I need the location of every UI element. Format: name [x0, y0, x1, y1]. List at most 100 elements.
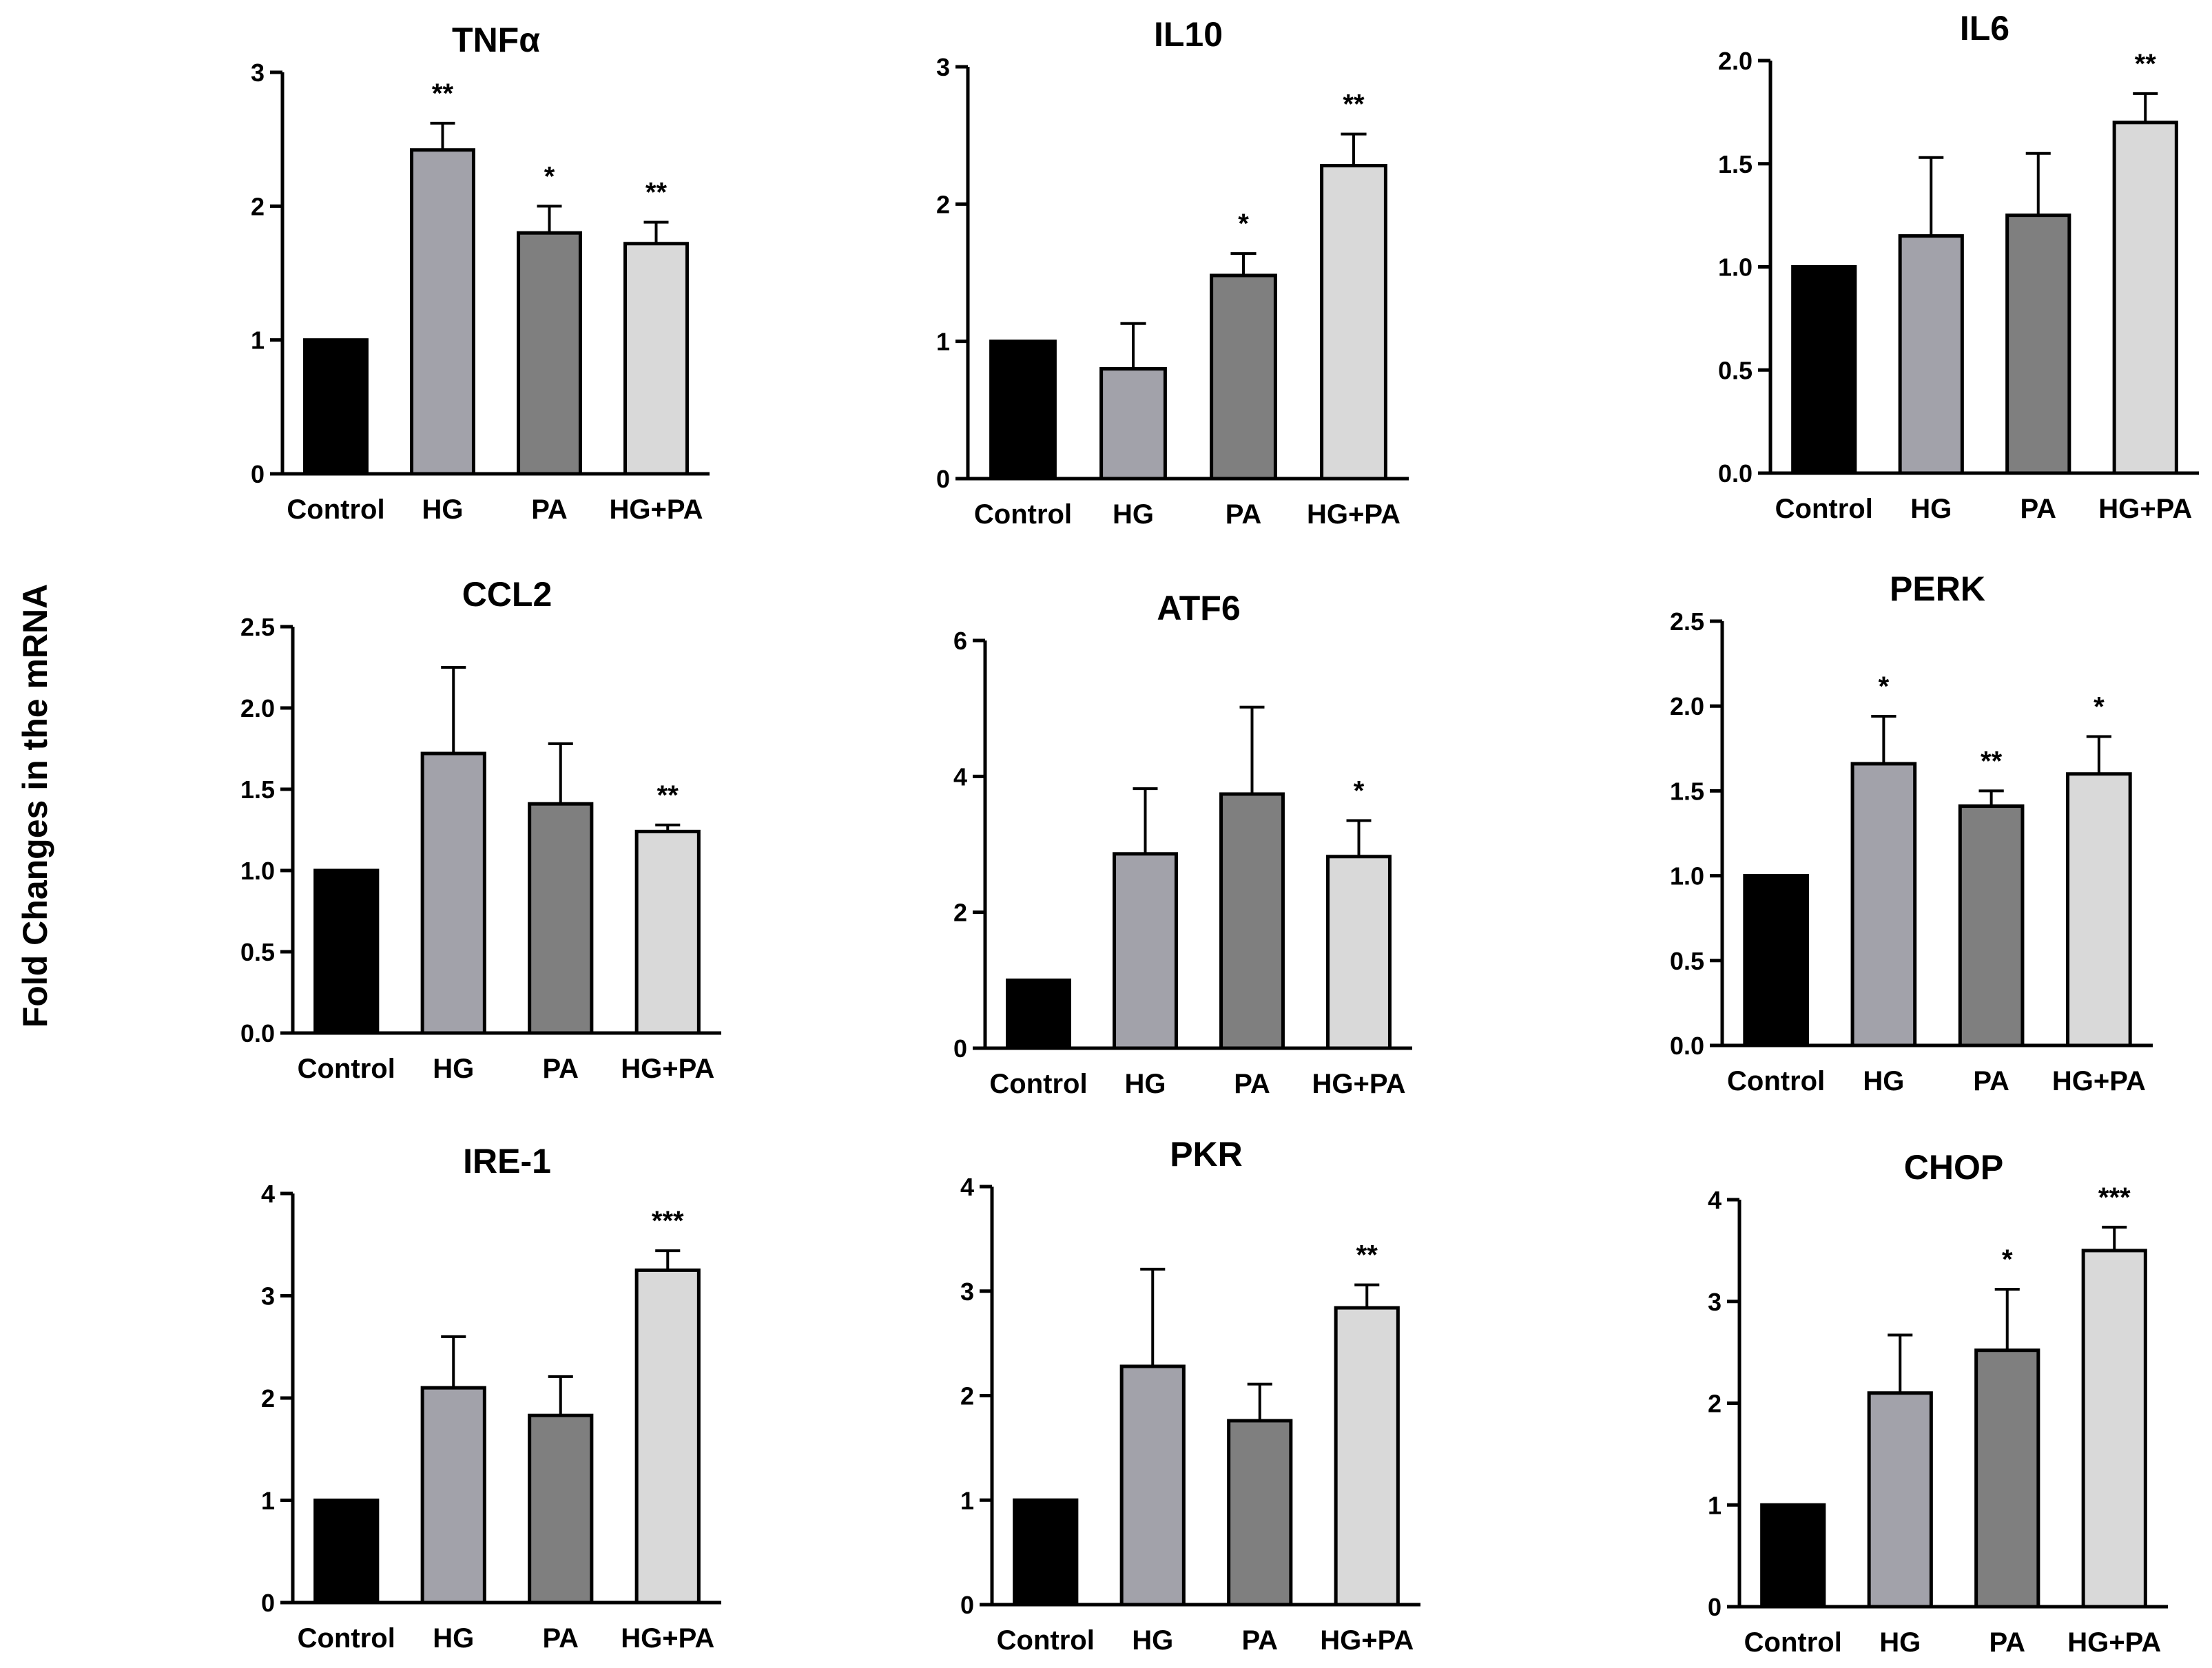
y-tick-label: 2 [261, 1384, 275, 1412]
category-label: HG [1125, 1069, 1166, 1099]
category-label: Control [298, 1623, 395, 1654]
bar-hg [1119, 1364, 1186, 1607]
y-tick-label: 0 [251, 460, 265, 488]
category-label: Control [287, 494, 384, 525]
chart-title: IL10 [1154, 15, 1223, 54]
significance-label: ** [1343, 90, 1365, 120]
y-tick-label: 1.0 [1670, 862, 1704, 890]
category-label: Control [997, 1625, 1095, 1656]
y-tick-label: 2.0 [1718, 47, 1753, 75]
y-tick-label: 1.0 [1718, 253, 1753, 282]
bar-pa [528, 802, 594, 1035]
category-label: PA [2020, 494, 2056, 524]
bar-hg [420, 1386, 486, 1605]
y-tick-label: 1 [261, 1487, 275, 1515]
category-label: HG [422, 494, 464, 525]
bar-hg-pa [623, 242, 689, 476]
y-tick-label: 2 [936, 190, 950, 218]
y-tick-label: 0 [960, 1591, 974, 1619]
bar-pa [1958, 804, 2025, 1047]
bar-hg-pa [1326, 855, 1392, 1050]
category-label: HG [433, 1054, 474, 1084]
y-tick-label: 0.0 [1718, 459, 1753, 488]
chart-panels: TNFα0123Control**HG*PA**HG+PAIL100123Con… [240, 9, 2199, 1658]
y-tick-label: 0 [1708, 1593, 1722, 1621]
category-label: PA [1989, 1627, 2025, 1658]
bar-pa [1227, 1419, 1293, 1607]
chart-title: CHOP [1904, 1148, 2003, 1187]
bar-hg [1099, 367, 1167, 481]
y-tick-label: 2 [251, 192, 265, 220]
category-label: HG [1863, 1066, 1904, 1096]
chart-ire-1: IRE-1 0 1 2 3 4 Control HG PA *** HG+PA [261, 1142, 721, 1654]
category-label: Control [1744, 1627, 1842, 1658]
y-tick-label: 1.5 [1718, 150, 1753, 178]
chart-pkr: PKR 0 1 2 3 4 Control HG PA ** HG+PA [960, 1135, 1420, 1656]
bar-hg [420, 751, 486, 1035]
y-tick-label: 2.0 [1670, 692, 1704, 720]
bar-hg-pa [634, 1268, 701, 1605]
significance-label: ** [2135, 49, 2157, 79]
category-label: PA [1234, 1069, 1270, 1099]
significance-label: ** [657, 780, 679, 811]
y-tick-label: 4 [261, 1180, 275, 1208]
category-label: PA [542, 1623, 579, 1654]
y-tick-label: 0.0 [1670, 1032, 1704, 1060]
category-label: HG+PA [621, 1054, 714, 1084]
category-label: Control [1775, 494, 1873, 524]
category-label: PA [1973, 1066, 2009, 1096]
significance-label: ** [1981, 746, 2003, 776]
bar-control [1013, 1498, 1079, 1607]
significance-label: * [544, 161, 555, 191]
y-tick-label: 1.0 [240, 857, 275, 885]
category-label: Control [989, 1069, 1087, 1099]
y-tick-label: 4 [960, 1173, 974, 1201]
bar-pa [1219, 792, 1285, 1050]
y-tick-label: 1 [1708, 1491, 1722, 1519]
y-tick-label: 2.5 [1670, 607, 1704, 636]
significance-label: * [1879, 671, 1890, 702]
significance-label: ** [1356, 1240, 1378, 1271]
figure-y-axis-label: Fold Changes in the mRNA [16, 584, 54, 1028]
chart-ccl2: CCL2 0.0 0.5 1.0 1.5 2.0 2.5 Control HG PA ** HG+PA [240, 575, 721, 1084]
bar-hg-pa [634, 829, 701, 1035]
category-label: HG [433, 1623, 474, 1654]
y-tick-label: 0 [936, 465, 950, 493]
category-label: PA [1241, 1625, 1278, 1656]
category-label: HG+PA [1312, 1069, 1406, 1099]
y-tick-label: 0.0 [240, 1019, 275, 1047]
category-label: Control [974, 499, 1072, 530]
chart-title: PERK [1890, 570, 1985, 608]
y-tick-label: 3 [936, 53, 950, 81]
bar-hg-pa [2081, 1249, 2147, 1609]
significance-label: *** [2098, 1182, 2131, 1213]
significance-label: * [1354, 775, 1365, 806]
y-tick-label: 4 [953, 762, 967, 791]
bar-pa [528, 1413, 594, 1605]
bar-hg [1867, 1391, 1933, 1609]
category-label: HG [1910, 494, 1952, 524]
y-tick-label: 2 [1708, 1390, 1722, 1418]
bar-hg [410, 148, 475, 476]
bar-hg [1898, 234, 1964, 475]
bar-control [303, 338, 369, 476]
chart-title: CCL2 [462, 575, 552, 614]
chart-title: PKR [1170, 1135, 1243, 1174]
y-tick-label: 2 [960, 1382, 974, 1410]
chart-il10: IL10 0 1 2 3 Control HG * PA ** HG+PA [936, 15, 1409, 530]
chart-il6: IL6 0.0 0.5 1.0 1.5 2.0 Control HG PA ** HG+PA [1718, 9, 2199, 524]
bar-hg-pa [2112, 121, 2178, 475]
y-tick-label: 4 [1708, 1186, 1722, 1214]
bar-control [313, 1499, 380, 1605]
category-label: Control [1727, 1066, 1825, 1096]
category-label: PA [1226, 499, 1262, 530]
y-tick-label: 3 [251, 59, 265, 87]
bar-control [1760, 1503, 1826, 1609]
category-label: HG+PA [2052, 1066, 2146, 1096]
chart-perk: PERK 0.0 0.5 1.0 1.5 2.0 2.5 Control * HG ** PA * HG+… [1670, 570, 2153, 1096]
bar-pa [1974, 1348, 2040, 1609]
y-tick-label: 1 [960, 1486, 974, 1514]
significance-label: *** [652, 1206, 684, 1236]
bar-control [313, 868, 380, 1035]
